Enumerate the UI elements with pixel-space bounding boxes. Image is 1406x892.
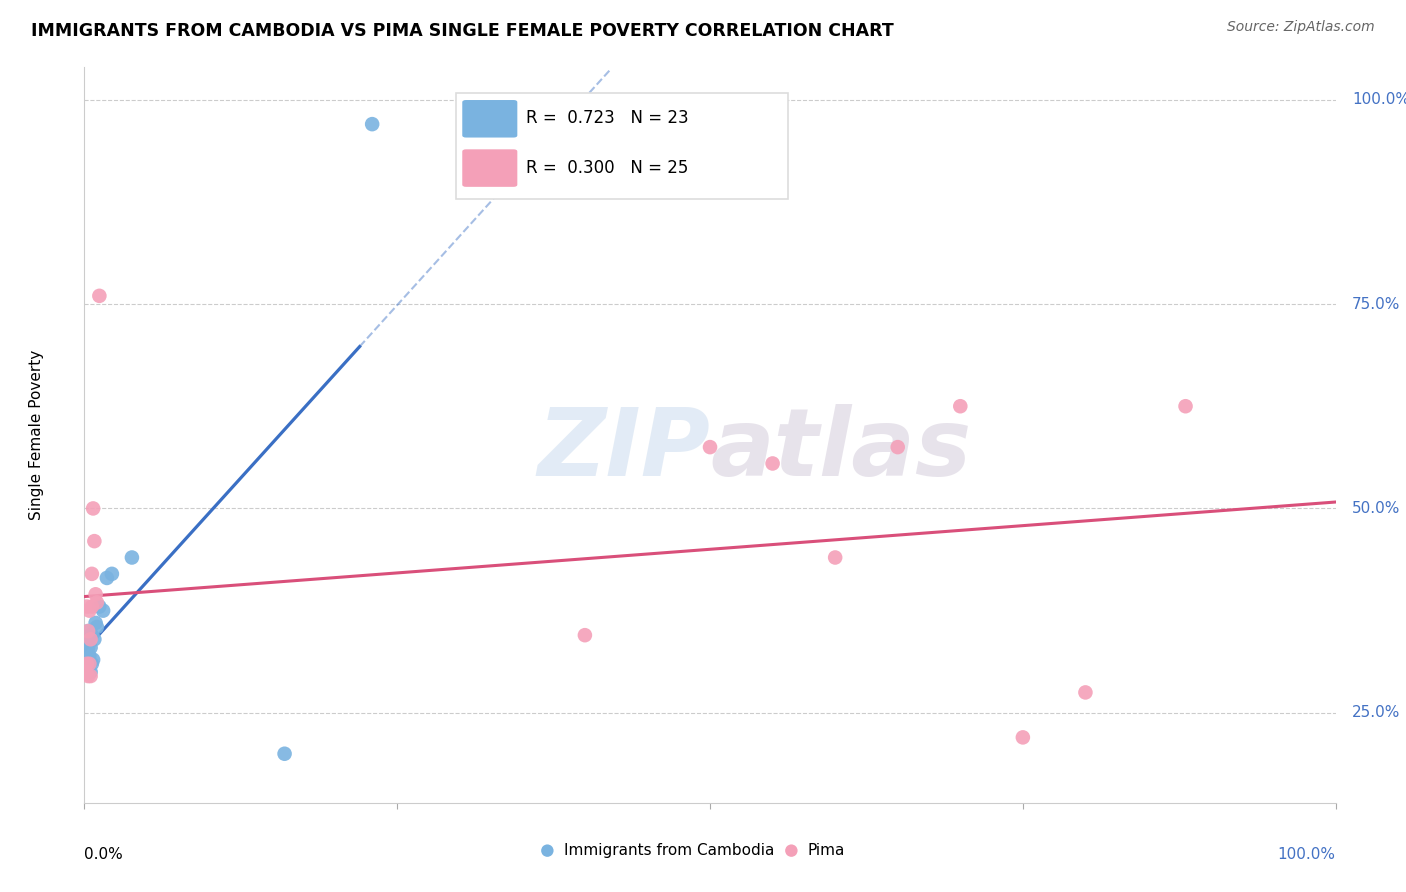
FancyBboxPatch shape bbox=[456, 93, 787, 200]
Point bbox=[273, 747, 295, 761]
Point bbox=[77, 669, 100, 683]
Point bbox=[361, 117, 384, 131]
Point bbox=[86, 620, 108, 634]
Point bbox=[75, 665, 97, 679]
Text: ZIP: ZIP bbox=[537, 403, 710, 496]
Text: 100.0%: 100.0% bbox=[1353, 92, 1406, 107]
Text: Source: ZipAtlas.com: Source: ZipAtlas.com bbox=[1227, 20, 1375, 34]
Point bbox=[574, 628, 596, 642]
Text: IMMIGRANTS FROM CAMBODIA VS PIMA SINGLE FEMALE POVERTY CORRELATION CHART: IMMIGRANTS FROM CAMBODIA VS PIMA SINGLE … bbox=[31, 22, 894, 40]
Point bbox=[79, 665, 101, 679]
Point bbox=[949, 399, 972, 413]
Point bbox=[82, 653, 104, 667]
Point bbox=[75, 665, 97, 679]
Point bbox=[84, 587, 107, 601]
Text: Pima: Pima bbox=[807, 843, 845, 858]
Point bbox=[82, 501, 104, 516]
Point bbox=[79, 648, 101, 663]
Point bbox=[83, 534, 105, 549]
Point bbox=[121, 550, 143, 565]
Point bbox=[887, 440, 910, 454]
Text: R =  0.300   N = 25: R = 0.300 N = 25 bbox=[526, 159, 689, 177]
Point bbox=[101, 566, 124, 581]
Point bbox=[76, 657, 98, 671]
FancyBboxPatch shape bbox=[463, 100, 517, 137]
Point bbox=[80, 566, 103, 581]
Text: Single Female Poverty: Single Female Poverty bbox=[30, 350, 45, 520]
Point bbox=[86, 595, 108, 609]
Point bbox=[79, 604, 101, 618]
Point bbox=[91, 604, 114, 618]
Point bbox=[76, 653, 98, 667]
Point bbox=[79, 640, 101, 655]
Point bbox=[699, 440, 721, 454]
Point bbox=[79, 669, 101, 683]
Point bbox=[79, 632, 101, 647]
Point bbox=[80, 628, 103, 642]
Point bbox=[89, 599, 111, 614]
FancyBboxPatch shape bbox=[463, 149, 517, 186]
Point bbox=[77, 624, 100, 639]
Text: 25.0%: 25.0% bbox=[1353, 706, 1400, 721]
Point bbox=[77, 657, 100, 671]
Point bbox=[80, 599, 103, 614]
Point bbox=[77, 624, 100, 639]
Point bbox=[1174, 399, 1197, 413]
Point bbox=[84, 615, 107, 630]
Point bbox=[79, 657, 101, 671]
Text: 50.0%: 50.0% bbox=[1353, 501, 1400, 516]
Text: 75.0%: 75.0% bbox=[1353, 296, 1400, 311]
Point bbox=[762, 457, 785, 471]
Point bbox=[89, 289, 111, 303]
Text: 0.0%: 0.0% bbox=[84, 847, 124, 862]
Point bbox=[824, 550, 846, 565]
Point bbox=[96, 571, 118, 585]
Point bbox=[79, 628, 101, 642]
Point bbox=[80, 657, 103, 671]
Point bbox=[83, 632, 105, 647]
Point bbox=[76, 599, 98, 614]
Point bbox=[1012, 731, 1035, 745]
Point bbox=[76, 632, 98, 647]
Point bbox=[77, 640, 100, 655]
Point bbox=[1074, 685, 1097, 699]
Text: R =  0.723   N = 23: R = 0.723 N = 23 bbox=[526, 110, 689, 128]
Text: Immigrants from Cambodia: Immigrants from Cambodia bbox=[564, 843, 773, 858]
Text: atlas: atlas bbox=[710, 403, 972, 496]
Text: 100.0%: 100.0% bbox=[1278, 847, 1336, 862]
